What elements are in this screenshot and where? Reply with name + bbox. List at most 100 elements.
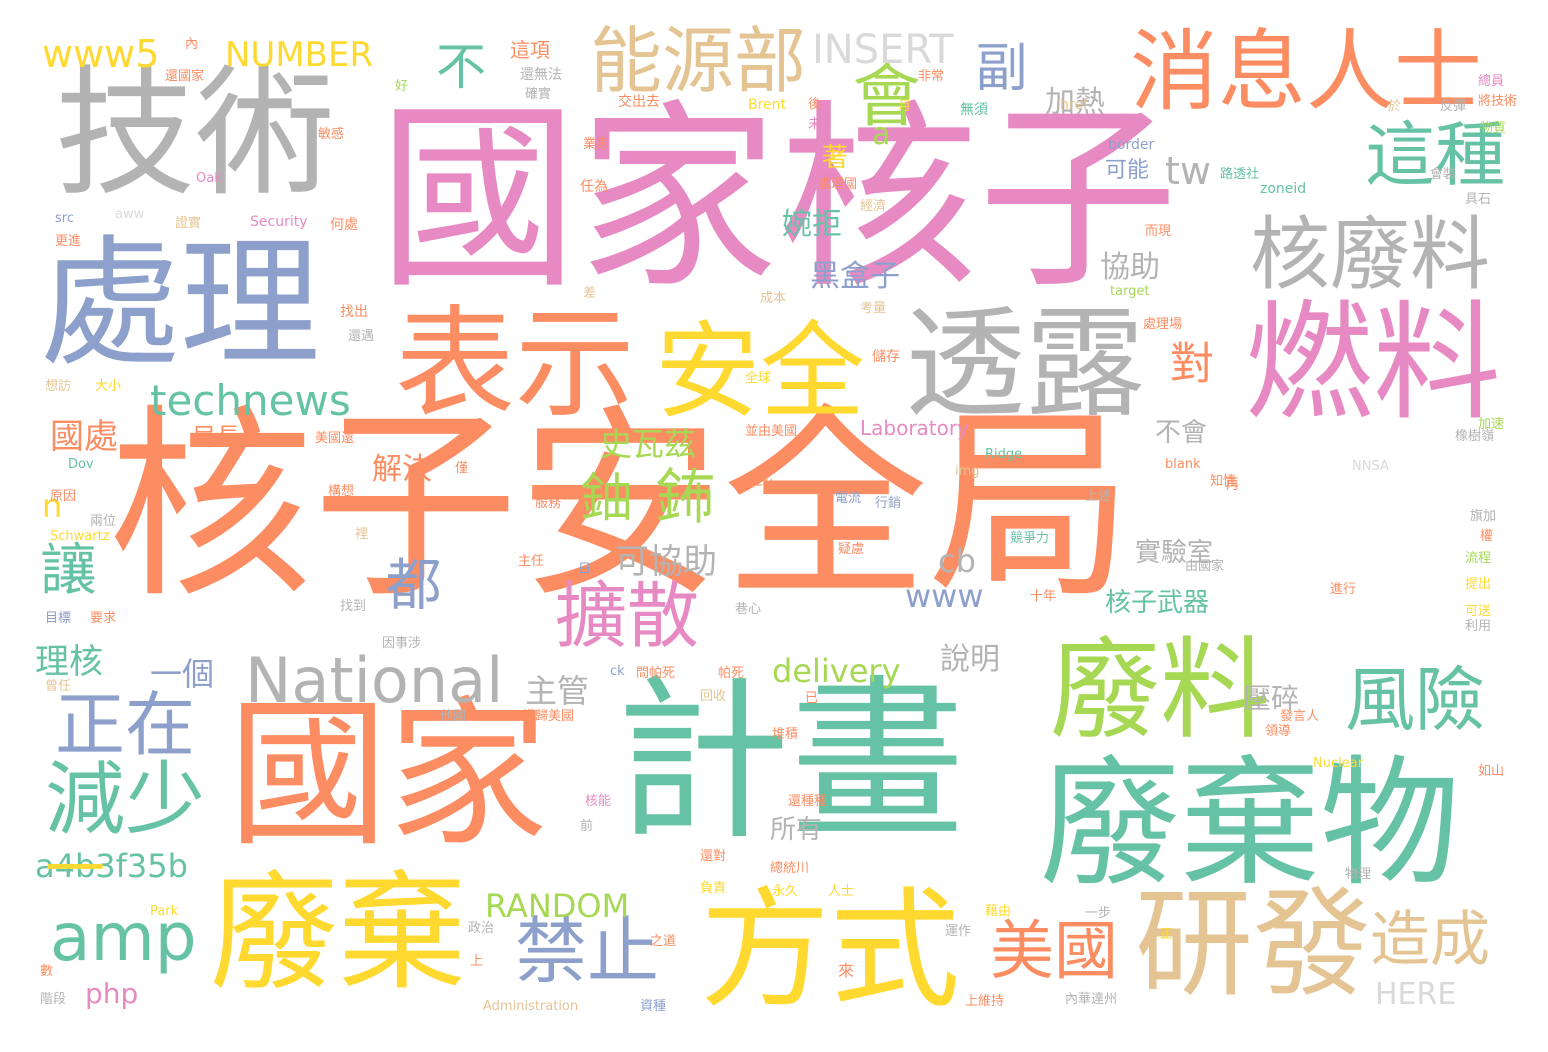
word: 而現 [1145,224,1172,239]
word: 技術 [55,53,336,216]
word: INSERT [812,27,954,73]
word: Ridge [985,447,1023,462]
word: 總統川 [770,861,810,876]
word: 還國家 [165,69,205,84]
word: 美國還 [315,431,355,446]
word: 要求 [90,611,117,626]
word: 廢棄物 [1040,743,1461,906]
word: Park [150,904,179,919]
word: 減少 [45,753,205,846]
word: NNSA [1352,459,1389,474]
word: 疑慮 [838,542,865,557]
word: 行銷 [875,496,902,511]
word: Laboratory [860,416,969,440]
word: 核廢料 [1250,208,1490,301]
word: 著 [822,143,849,173]
word: 交出去 [618,94,660,110]
word: 十年 [1030,589,1057,604]
word: 藉由 [985,904,1012,919]
word: 負責 [700,881,727,896]
word: NUMBER [225,35,374,75]
word: 風險 [1345,659,1485,741]
word: 鈾 [571,470,631,522]
word: RANDOM [485,887,630,925]
word: 黑盒子 [810,259,900,294]
word: a [872,117,891,152]
word: 證實 [175,216,202,231]
word: a4b3f35b [35,847,188,885]
word: 協助 [1100,250,1160,285]
word: 反彈 [1440,99,1467,114]
word: 非常 [918,69,945,84]
word: 鈽 [645,465,715,525]
word: 何處 [330,217,358,233]
word: n [42,487,63,525]
word: 還想 [1108,114,1136,130]
word: 經濟 [860,199,887,214]
word: 所有 [770,815,823,845]
word: 人士 [828,884,855,899]
word: 解決 [372,452,432,487]
word: 巷心 [735,602,762,617]
word: 加熱 [1045,85,1105,120]
word: 並由美國 [745,424,798,439]
word: 敏感 [318,127,345,142]
word: 禁止 [515,909,660,993]
word: 都 [376,555,441,611]
word: 局長 [192,423,240,451]
word: 主管 [525,672,590,710]
word: 利用 [1465,619,1492,634]
word: 上維持 [965,994,1005,1009]
word: 目標 [45,611,72,626]
word: 資種 [640,999,667,1014]
word: 上 [470,954,484,969]
word: 如山 [1478,764,1505,779]
word: 正 [1160,927,1174,942]
word: Oak [196,171,222,186]
word: 日 [578,562,592,577]
word: technews [150,376,351,425]
word: 他國 [440,709,467,724]
word: www [905,577,984,615]
word: 處理國 [818,177,858,192]
word: 對 [1162,340,1213,384]
word: 內 [185,37,199,52]
word: 權歸美國 [522,709,575,724]
word: 廢料 [1050,626,1270,754]
word: 核子安全局 [108,388,1133,626]
word: 曾任 [45,679,72,694]
word: 競爭力 [1010,531,1050,546]
word: 可能 [1105,158,1150,183]
word: 因事涉 [382,636,422,651]
word: 一步 [1085,906,1112,921]
word: 一位 [750,479,777,494]
word: 方式 [700,874,961,1026]
word: 已 [805,691,819,706]
word: 成本 [760,291,787,306]
word: 理核 [35,642,103,682]
word: 一 [45,835,105,905]
word: 無須 [960,102,988,118]
word: 能源部 [590,19,807,103]
word: 找出 [340,304,368,320]
word: 永久 [772,884,799,899]
word: National [245,644,504,717]
word: 更進 [55,234,82,249]
word: 再 [1225,477,1239,493]
word: Brent [748,97,787,113]
word: 回收 [700,689,727,704]
word: 計畫 [615,661,965,864]
word: 上述 [1085,489,1112,504]
word: 發言人 [1280,709,1320,724]
word: 流程 [1465,551,1492,566]
word: 造成 [1370,905,1490,975]
word: 具石 [1465,192,1492,207]
word: 數 [40,964,54,979]
word: Administration [483,999,579,1014]
word: 還遇 [348,329,375,344]
word: 提出 [1465,577,1492,592]
word: 國家核子 [378,83,1179,316]
word: 處理場 [1143,317,1183,332]
word: 全球 [745,371,772,386]
word: 實驗室 [1135,538,1214,568]
